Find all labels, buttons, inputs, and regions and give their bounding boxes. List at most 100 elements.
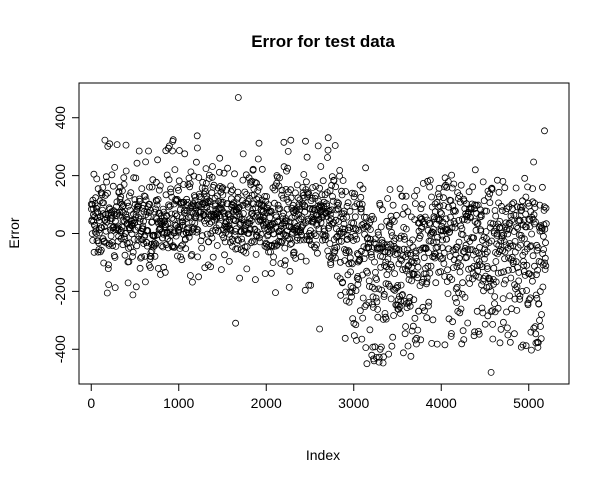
data-point bbox=[369, 303, 377, 311]
data-point bbox=[313, 241, 320, 249]
data-point bbox=[451, 224, 459, 232]
data-point bbox=[489, 335, 497, 343]
data-point bbox=[369, 343, 377, 351]
data-point bbox=[247, 217, 255, 225]
data-point bbox=[317, 163, 325, 170]
data-point bbox=[188, 208, 196, 216]
data-point bbox=[521, 271, 529, 279]
data-point bbox=[401, 330, 409, 338]
data-point bbox=[475, 249, 483, 257]
data-point bbox=[347, 259, 355, 267]
data-point bbox=[384, 248, 392, 256]
data-point bbox=[437, 227, 445, 235]
data-point bbox=[115, 188, 123, 196]
data-point bbox=[333, 198, 341, 206]
data-point bbox=[263, 193, 271, 200]
data-point bbox=[416, 282, 424, 290]
data-point bbox=[301, 286, 309, 294]
data-point bbox=[229, 215, 237, 223]
data-point bbox=[417, 205, 425, 213]
data-point bbox=[532, 330, 540, 338]
data-point bbox=[348, 260, 356, 268]
data-point bbox=[416, 232, 424, 240]
data-point bbox=[358, 200, 366, 208]
data-point bbox=[519, 197, 526, 205]
data-point bbox=[435, 193, 443, 201]
data-point bbox=[313, 249, 321, 257]
data-point bbox=[413, 271, 421, 278]
data-point bbox=[477, 227, 485, 235]
data-point bbox=[150, 239, 158, 247]
data-point bbox=[210, 181, 218, 189]
data-point bbox=[476, 261, 484, 269]
data-point bbox=[146, 183, 153, 191]
data-point bbox=[175, 186, 182, 194]
data-point bbox=[102, 191, 109, 199]
data-point bbox=[158, 242, 166, 250]
data-point bbox=[446, 273, 453, 281]
data-point bbox=[255, 139, 263, 147]
data-point bbox=[251, 276, 259, 284]
data-point bbox=[413, 186, 421, 194]
data-point bbox=[103, 218, 111, 226]
data-point bbox=[422, 245, 430, 253]
data-point bbox=[386, 186, 394, 193]
data-point bbox=[347, 268, 354, 276]
data-point bbox=[406, 302, 414, 310]
data-point bbox=[272, 289, 279, 297]
data-point bbox=[522, 193, 530, 201]
data-point bbox=[420, 254, 428, 262]
data-point bbox=[399, 266, 407, 274]
data-point bbox=[476, 243, 484, 251]
data-point bbox=[312, 192, 319, 200]
data-point bbox=[360, 255, 368, 263]
data-point bbox=[135, 147, 143, 155]
data-point bbox=[339, 177, 347, 184]
data-point bbox=[530, 158, 537, 166]
data-point bbox=[135, 195, 143, 203]
data-point bbox=[507, 242, 514, 250]
data-point bbox=[327, 254, 335, 262]
data-point bbox=[106, 140, 114, 148]
data-point bbox=[243, 265, 251, 273]
data-point bbox=[371, 258, 378, 266]
data-point bbox=[205, 238, 213, 246]
data-point bbox=[251, 178, 259, 186]
data-point bbox=[220, 169, 228, 177]
data-point bbox=[287, 186, 295, 194]
data-point bbox=[428, 339, 436, 347]
data-point bbox=[410, 259, 418, 267]
data-point bbox=[426, 269, 434, 277]
data-point bbox=[302, 137, 309, 145]
data-point bbox=[449, 207, 457, 215]
data-point bbox=[394, 301, 402, 309]
data-point bbox=[432, 279, 440, 287]
y-tick-label: 400 bbox=[52, 106, 68, 130]
data-point bbox=[479, 236, 486, 244]
data-point bbox=[372, 294, 380, 302]
data-point bbox=[396, 185, 404, 193]
data-point bbox=[312, 182, 320, 190]
data-point bbox=[322, 232, 330, 240]
data-point bbox=[471, 166, 479, 174]
data-point bbox=[500, 280, 508, 288]
data-point bbox=[518, 203, 526, 211]
data-point bbox=[138, 185, 146, 193]
data-point bbox=[426, 183, 434, 191]
data-point bbox=[213, 213, 221, 221]
data-point bbox=[278, 186, 286, 194]
data-point bbox=[412, 254, 420, 262]
data-point bbox=[132, 283, 140, 291]
data-point bbox=[221, 251, 228, 259]
data-point bbox=[453, 243, 461, 251]
data-point bbox=[324, 134, 332, 142]
data-point bbox=[536, 316, 543, 324]
data-point bbox=[234, 188, 242, 196]
data-point bbox=[478, 281, 486, 289]
data-point bbox=[457, 305, 465, 313]
data-point bbox=[303, 153, 311, 161]
data-point bbox=[459, 279, 467, 287]
data-point bbox=[533, 271, 540, 279]
data-point bbox=[165, 142, 173, 150]
data-point bbox=[215, 227, 222, 235]
